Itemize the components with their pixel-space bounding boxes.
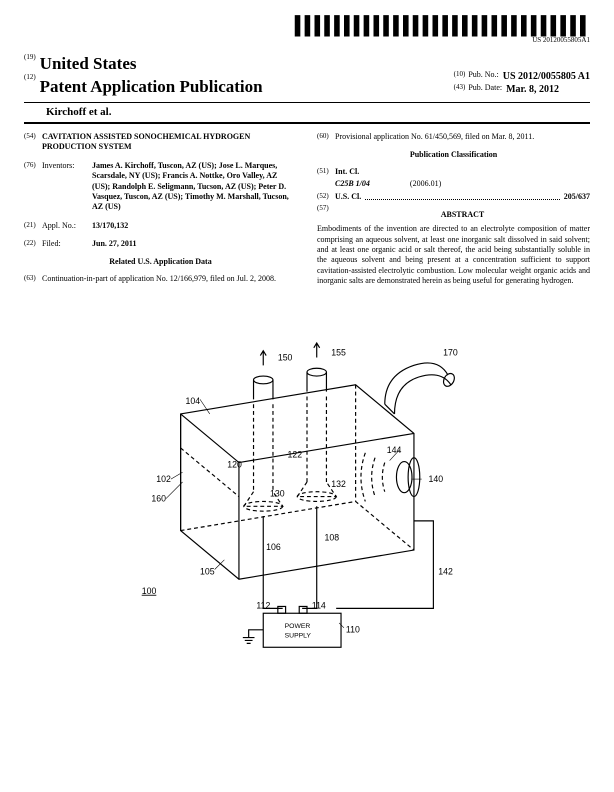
barcode: ▌▌▌▌▌▌▌▌▌▌▌▌▌▌▌▌▌▌▌▌▌▌▌▌▌▌▌▌▌▌: [24, 20, 590, 34]
continuation-row: (63) Continuation-in-part of application…: [24, 274, 297, 284]
us-cl-value: 205/637: [564, 192, 590, 202]
pub-date-num: (43): [454, 83, 466, 96]
ref-114: 114: [312, 601, 326, 611]
abstract-header-row: (57) ABSTRACT: [317, 204, 590, 224]
us-cl-row: (52) U.S. Cl. 205/637: [317, 192, 590, 202]
ref-122: 122: [288, 450, 303, 460]
ref-140: 140: [429, 474, 444, 484]
int-cl-value-row: C25B 1/04 (2006.01): [335, 179, 590, 189]
invention-title: CAVITATION ASSISTED SONOCHEMICAL HYDROGE…: [42, 132, 297, 153]
header-titles: United States Patent Application Publica…: [40, 53, 263, 97]
ref-155: 155: [331, 348, 346, 358]
header-left: (19) (12) United States Patent Applicati…: [24, 53, 263, 97]
continuation-text: Continuation-in-part of application No. …: [42, 274, 297, 284]
int-cl-row: (51) Int. Cl.: [317, 167, 590, 177]
classification-heading: Publication Classification: [317, 150, 590, 160]
filed-date: Jun. 27, 2011: [92, 239, 297, 249]
patent-diagram: 100 102 104 105 106 108 110 112 114 120 …: [107, 307, 507, 657]
ref-132: 132: [331, 479, 346, 489]
filed-row: (22) Filed: Jun. 27, 2011: [24, 239, 297, 249]
us-cl-num: (52): [317, 192, 335, 202]
inventors-num: (76): [24, 161, 42, 213]
ref-102: 102: [156, 474, 171, 484]
title-row: (54) CAVITATION ASSISTED SONOCHEMICAL HY…: [24, 132, 297, 153]
ref-130: 130: [270, 489, 285, 499]
ref-110: 110: [346, 625, 360, 635]
related-heading: Related U.S. Application Data: [24, 257, 297, 267]
pub-date-text: Pub. Date:: [468, 83, 502, 96]
appl-num: 13/170,132: [92, 221, 297, 231]
diagram-container: 100 102 104 105 106 108 110 112 114 120 …: [24, 307, 590, 661]
pub-no: US 2012/0055805 A1: [503, 70, 590, 83]
pub-no-row: (10) Pub. No.: US 2012/0055805 A1: [454, 70, 590, 83]
ref-170: 170: [443, 348, 458, 358]
appl-row: (21) Appl. No.: 13/170,132: [24, 221, 297, 231]
continuation-num: (63): [24, 274, 42, 284]
barcode-section: ▌▌▌▌▌▌▌▌▌▌▌▌▌▌▌▌▌▌▌▌▌▌▌▌▌▌▌▌▌▌ US 201200…: [24, 20, 590, 45]
inventors-list: James A. Kirchoff, Tuscon, AZ (US); Jose…: [92, 161, 297, 213]
ref-120: 120: [227, 460, 242, 470]
barcode-number: US 20120055805A1: [24, 36, 590, 45]
ref-112: 112: [256, 601, 270, 611]
provisional-text: Provisional application No. 61/450,569, …: [335, 132, 590, 142]
abstract-num: (57): [317, 204, 335, 224]
int-cl-label: Int. Cl.: [335, 167, 590, 177]
ref-105: 105: [200, 567, 215, 577]
inventors-row: (76) Inventors: James A. Kirchoff, Tusco…: [24, 161, 297, 213]
header-row: (19) (12) United States Patent Applicati…: [24, 53, 590, 102]
dotted-fill: [365, 192, 560, 200]
int-cl-date: (2006.01): [410, 179, 441, 189]
authors-row: Kirchoff et al.: [24, 105, 590, 124]
power-supply-label-1: POWER: [285, 623, 311, 630]
country-num: (19): [24, 53, 36, 62]
appl-num-label: Appl. No.:: [42, 221, 92, 231]
header-nums: (19) (12): [24, 53, 36, 81]
provisional-row: (60) Provisional application No. 61/450,…: [317, 132, 590, 142]
provisional-num: (60): [317, 132, 335, 142]
pub-no-num: (10): [454, 70, 466, 83]
ref-104: 104: [185, 396, 200, 406]
right-col: (60) Provisional application No. 61/450,…: [317, 132, 590, 292]
country-label: United States: [40, 53, 263, 75]
appl-num-num: (21): [24, 221, 42, 231]
title-num: (54): [24, 132, 42, 153]
abstract-heading: ABSTRACT: [335, 210, 590, 220]
abstract-text: Embodiments of the invention are directe…: [317, 224, 590, 286]
filed-label: Filed:: [42, 239, 92, 249]
power-supply-label-2: SUPPLY: [285, 633, 312, 640]
pub-no-text: Pub. No.:: [468, 70, 498, 83]
pub-date-row: (43) Pub. Date: Mar. 8, 2012: [454, 83, 590, 96]
pub-type-label: Patent Application Publication: [40, 76, 263, 98]
ref-142: 142: [438, 567, 453, 577]
ref-150: 150: [278, 353, 293, 363]
ref-160: 160: [151, 494, 166, 504]
int-cl-num: (51): [317, 167, 335, 177]
us-cl-label: U.S. Cl.: [335, 192, 361, 202]
ref-108: 108: [325, 533, 340, 543]
pub-date: Mar. 8, 2012: [506, 83, 559, 96]
pub-type-num: (12): [24, 73, 36, 82]
inventors-label: Inventors:: [42, 161, 92, 213]
int-cl-code: C25B 1/04: [335, 179, 370, 189]
header-right: (10) Pub. No.: US 2012/0055805 A1 (43) P…: [454, 70, 590, 98]
left-col: (54) CAVITATION ASSISTED SONOCHEMICAL HY…: [24, 132, 297, 292]
filed-num: (22): [24, 239, 42, 249]
ref-100: 100: [142, 586, 157, 596]
ref-106: 106: [266, 542, 281, 552]
authors: Kirchoff et al.: [46, 105, 111, 119]
columns: (54) CAVITATION ASSISTED SONOCHEMICAL HY…: [24, 132, 590, 292]
